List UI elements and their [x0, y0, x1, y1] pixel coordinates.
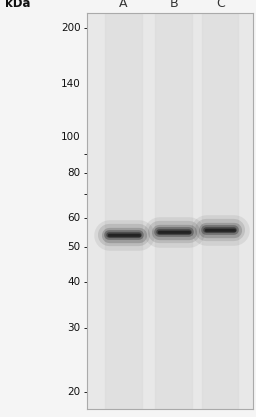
Text: 60: 60	[68, 213, 81, 223]
Text: B: B	[169, 0, 178, 10]
Bar	[202, 13, 239, 409]
Bar	[155, 13, 192, 409]
Text: 30: 30	[68, 323, 81, 333]
Text: kDa: kDa	[5, 0, 31, 10]
Text: 200: 200	[61, 23, 81, 33]
Text: 80: 80	[68, 168, 81, 178]
Text: 100: 100	[61, 132, 81, 142]
Text: A: A	[119, 0, 128, 10]
Text: 50: 50	[68, 242, 81, 252]
Text: C: C	[216, 0, 225, 10]
Bar	[105, 13, 142, 409]
Text: 140: 140	[61, 79, 81, 89]
Text: 40: 40	[68, 277, 81, 287]
Text: 20: 20	[68, 387, 81, 397]
